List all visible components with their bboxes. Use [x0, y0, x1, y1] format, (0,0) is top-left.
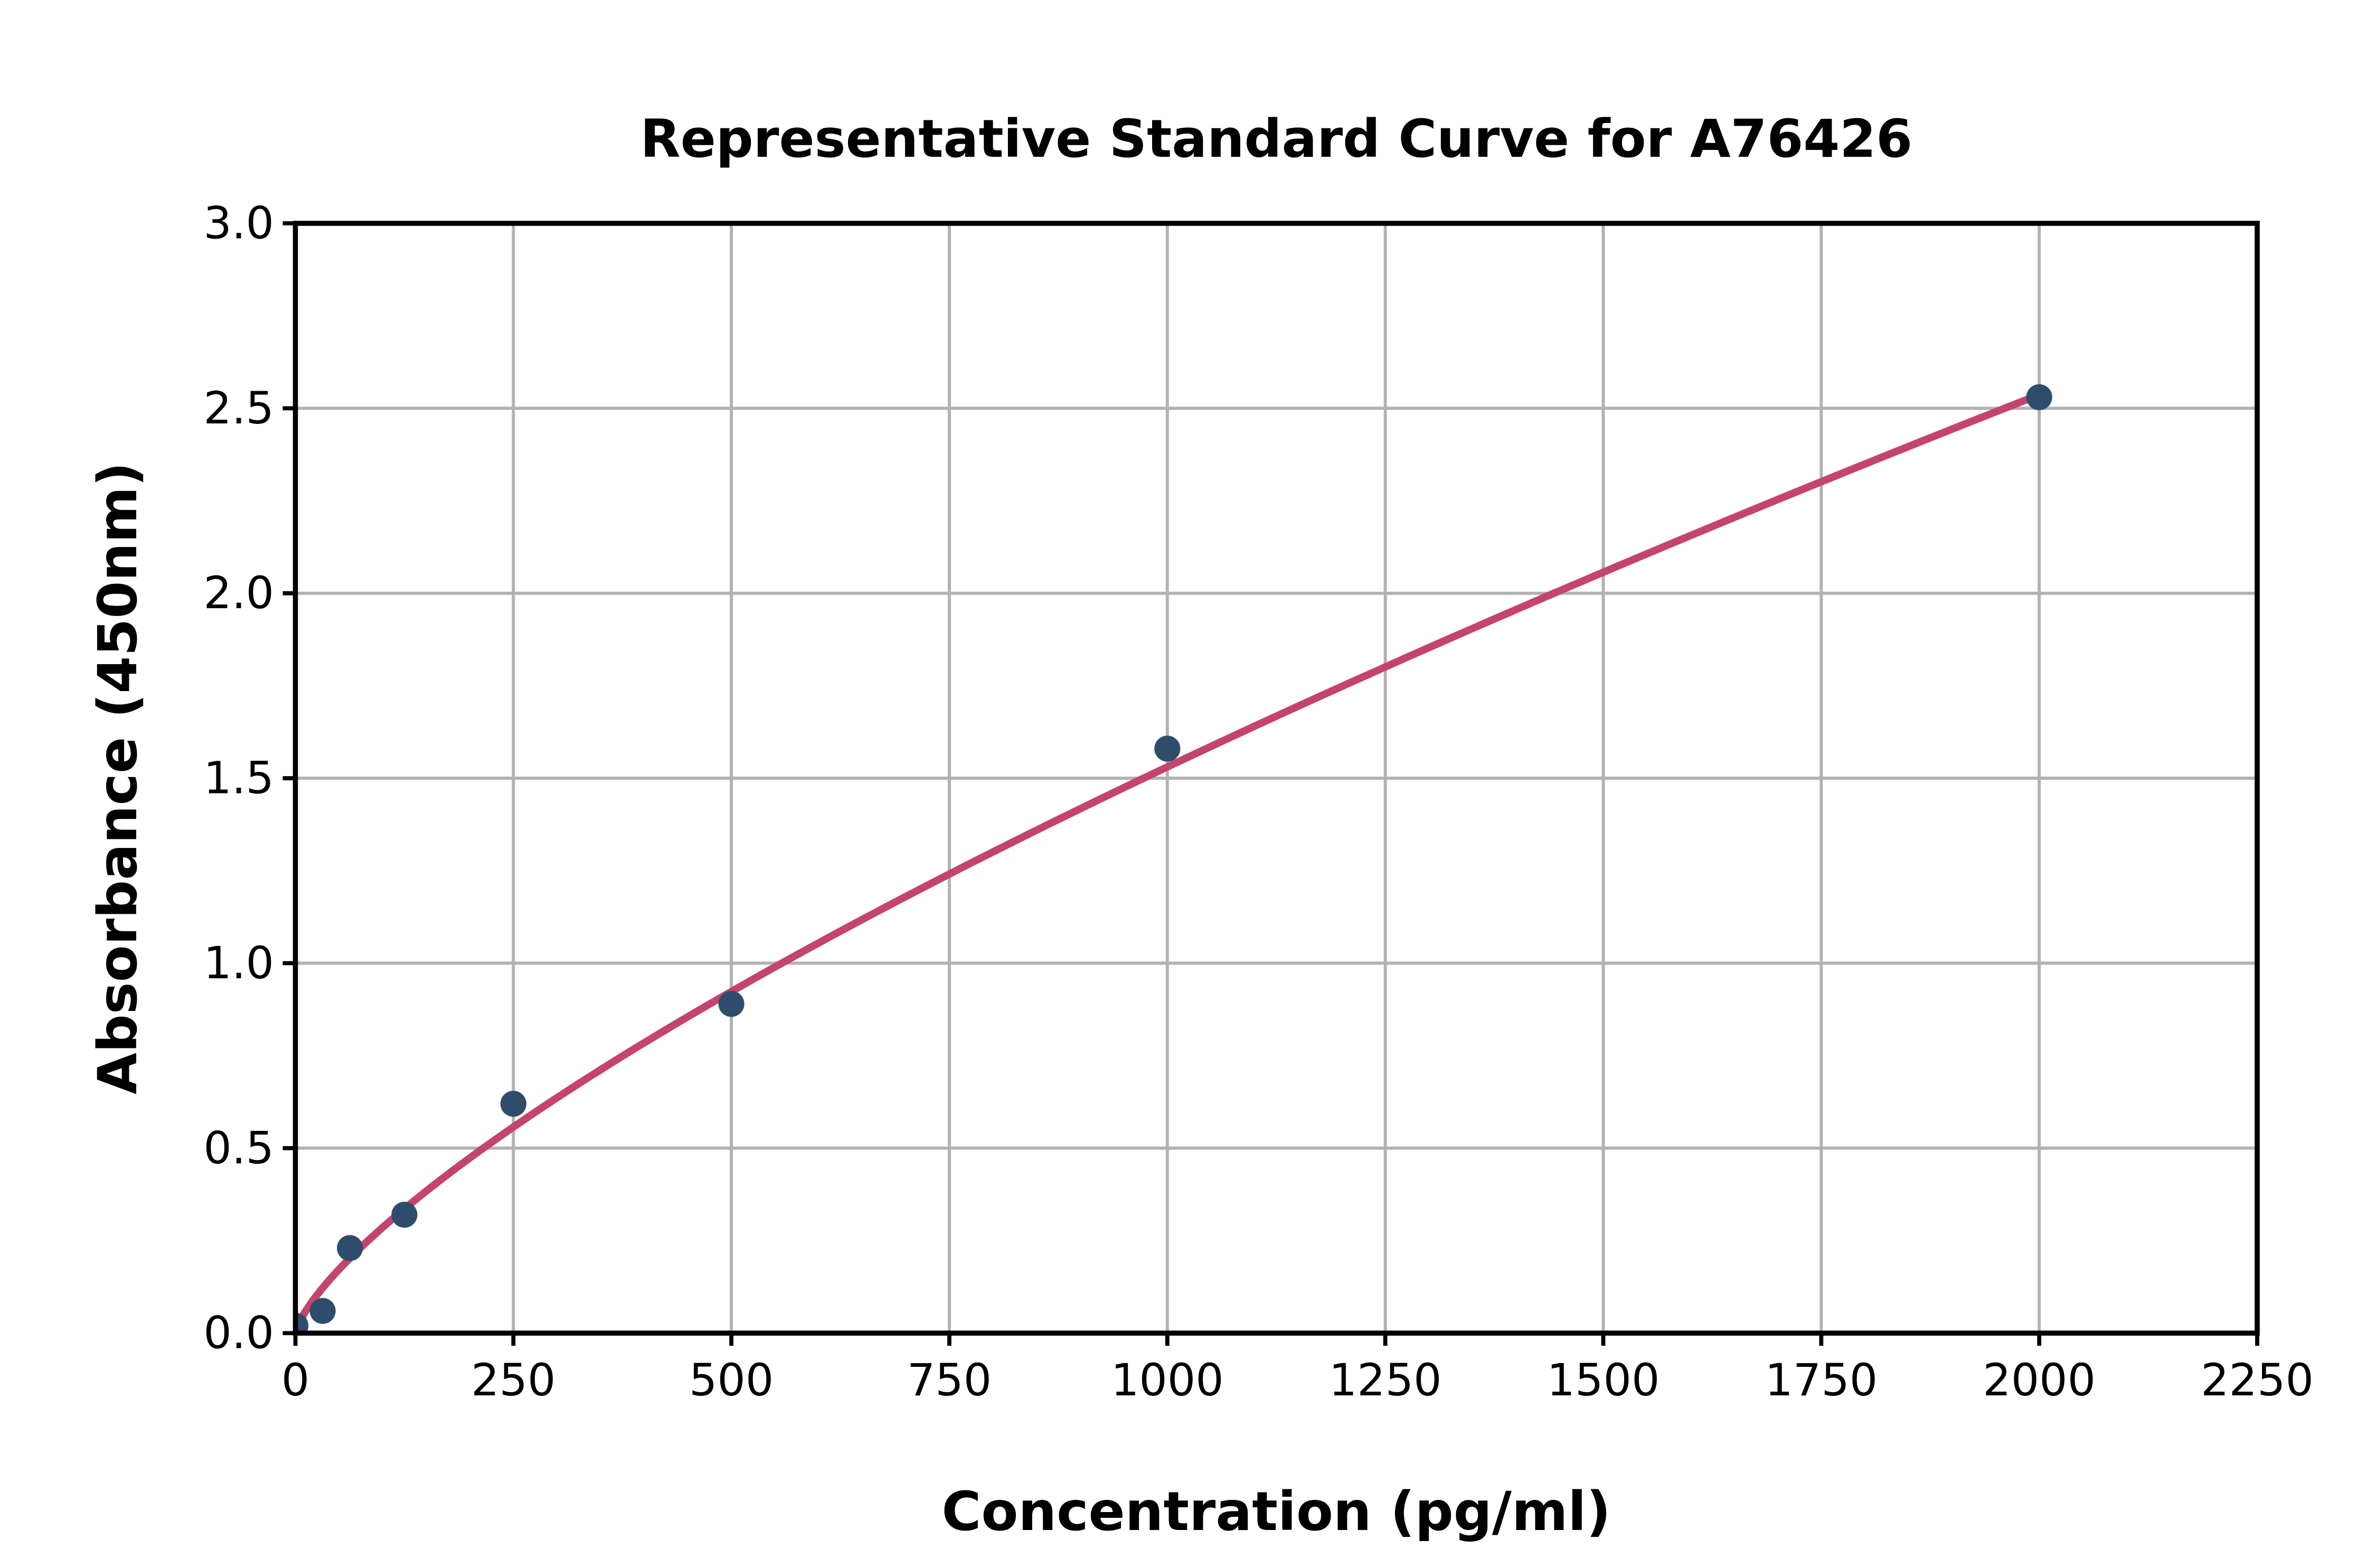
data-points	[295, 384, 2052, 1334]
x-tick-label: 500	[689, 1354, 774, 1406]
x-tick-label: 1250	[1329, 1354, 1442, 1406]
x-axis-tick-labels: 0 250 500 750 1000 1250 1500 1750 2000 2250	[281, 1354, 2314, 1406]
x-tick-label: 1500	[1547, 1354, 1660, 1406]
fit-curve-line	[295, 391, 2041, 1334]
chart-title: Representative Standard Curve for A76426	[640, 109, 1912, 169]
data-point	[391, 1202, 418, 1228]
data-point	[718, 990, 744, 1017]
data-point	[2026, 384, 2052, 410]
y-tick-label: 3.0	[203, 197, 274, 249]
x-tick-label: 0	[281, 1354, 309, 1406]
x-tick-label: 1750	[1765, 1354, 1878, 1406]
y-axis-tick-labels: 0.0 0.5 1.0 1.5 2.0 2.5 3.0	[203, 197, 274, 1359]
y-tick-label: 2.5	[203, 382, 274, 434]
data-point	[500, 1091, 526, 1117]
y-tick-label: 1.0	[203, 937, 274, 989]
y-tick-label: 0.0	[203, 1307, 274, 1359]
y-axis-label: Absorbance (450nm)	[87, 462, 149, 1094]
x-tick-label: 2250	[2201, 1354, 2314, 1406]
gridlines	[294, 222, 2259, 1335]
axis-ticks	[282, 221, 2259, 1346]
y-tick-label: 0.5	[203, 1122, 274, 1174]
x-axis-label: Concentration (pg/ml)	[942, 1480, 1611, 1543]
x-tick-label: 250	[471, 1354, 555, 1406]
y-tick-label: 2.0	[203, 567, 274, 619]
y-tick-label: 1.5	[203, 752, 274, 804]
data-point	[295, 1312, 309, 1334]
x-tick-label: 2000	[1983, 1354, 2096, 1406]
x-tick-label: 750	[907, 1354, 992, 1406]
data-point	[337, 1235, 363, 1261]
data-point	[309, 1298, 336, 1324]
x-tick-label: 1000	[1111, 1354, 1224, 1406]
data-point	[1154, 735, 1181, 762]
